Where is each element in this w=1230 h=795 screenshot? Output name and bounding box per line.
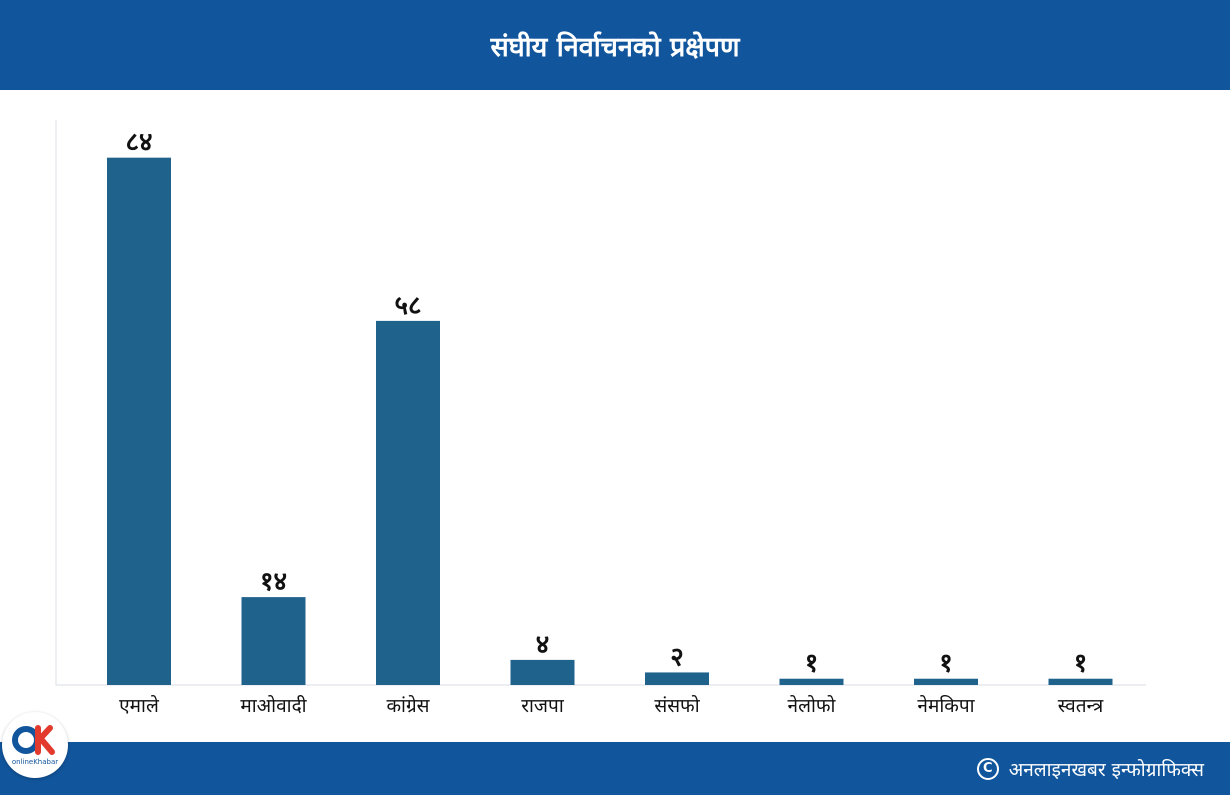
category-label-6: नेमकिपा [917, 694, 975, 717]
value-label-0: ८४ [125, 128, 152, 158]
footer-credit: C अनलाइनखबर इन्फोग्राफिक्स [976, 742, 1204, 795]
category-label-7: स्वतन्त्र [1058, 695, 1104, 717]
value-label-2: ५८ [394, 291, 421, 321]
value-label-1: १४ [260, 567, 287, 597]
onlinekhabar-logo[interactable]: onlineKhabar [2, 712, 68, 778]
category-label-3: राजपा [521, 695, 565, 717]
bar-7 [1048, 678, 1113, 685]
category-label-2: कांग्रेस [386, 694, 430, 717]
bar-3 [510, 659, 575, 685]
bar-0 [107, 157, 171, 686]
bar-chart: ८४ एमाले १४ माओवादी ५८ कांग्रेस ४ राजपा २ संसफो १ न… [0, 90, 1230, 742]
footer-bar: C अनलाइनखबर इन्फोग्राफिक्स [0, 742, 1230, 795]
value-label-7: १ [1074, 649, 1088, 679]
logo-text: onlineKhabar [12, 758, 58, 766]
bars-group: ८४ एमाले १४ माओवादी ५८ कांग्रेस ४ राजपा २ संसफो १ न… [107, 128, 1113, 717]
value-label-3: ४ [536, 630, 550, 660]
page-title: संघीय निर्वाचनको प्रक्षेपण [490, 31, 740, 63]
category-label-1: माओवादी [240, 694, 307, 717]
bar-2 [376, 320, 440, 685]
category-label-5: नेलोफो [788, 694, 837, 717]
bar-6 [914, 678, 978, 685]
value-label-4: २ [670, 642, 684, 672]
category-label-4: संसफो [654, 694, 700, 717]
bar-1 [241, 597, 306, 685]
bar-chart-svg: ८४ एमाले १४ माओवादी ५८ कांग्रेस ४ राजपा २ संसफो १ न… [55, 120, 1146, 717]
copyright-icon: C [976, 757, 999, 780]
bar-4 [645, 672, 709, 685]
bar-5 [779, 678, 844, 685]
chart-header: संघीय निर्वाचनको प्रक्षेपण [0, 0, 1230, 90]
value-label-6: १ [939, 649, 953, 679]
category-label-0: एमाले [119, 694, 160, 717]
logo-icon: onlineKhabar [12, 725, 58, 766]
footer-credit-text: अनलाइनखबर इन्फोग्राफिक्स [1008, 758, 1204, 781]
value-label-5: १ [805, 649, 819, 679]
